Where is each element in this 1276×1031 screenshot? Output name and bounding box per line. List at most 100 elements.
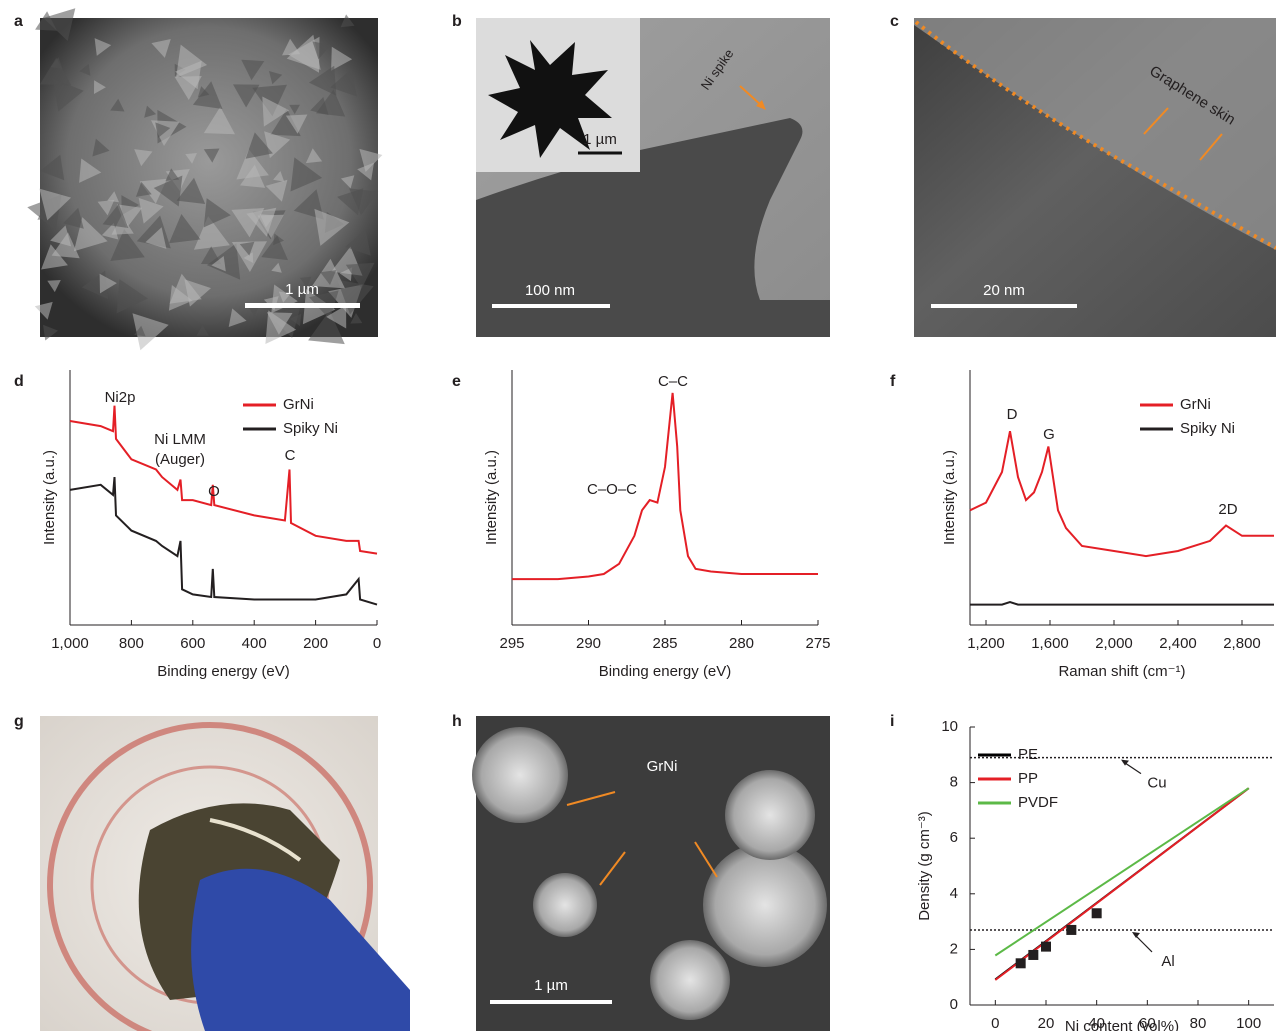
legend-label: PE xyxy=(1018,746,1038,763)
texture-flake xyxy=(259,214,275,228)
texture-flake xyxy=(51,232,80,259)
scale-bar xyxy=(245,303,360,308)
legend-label: PVDF xyxy=(1018,794,1058,811)
texture-flake xyxy=(236,149,269,180)
texture-flake xyxy=(176,177,206,204)
scale-bar xyxy=(490,1000,612,1004)
texture-flake xyxy=(305,148,323,164)
texture-flake xyxy=(155,122,171,139)
texture-flake xyxy=(139,178,167,204)
panel-label: d xyxy=(14,373,24,390)
texture-flake xyxy=(331,46,353,71)
texture-flake xyxy=(41,244,68,270)
texture-flake xyxy=(337,279,374,315)
texture-flake xyxy=(309,65,337,96)
glove xyxy=(191,868,410,1031)
texture-flake xyxy=(337,188,364,216)
x-tick-label: 295 xyxy=(499,635,524,652)
texture-flake xyxy=(265,179,288,202)
legend-label: GrNi xyxy=(283,396,314,413)
dotted-boundary xyxy=(914,20,1276,250)
texture-flake xyxy=(94,80,106,94)
texture-flake xyxy=(310,97,329,115)
texture-flake xyxy=(340,175,355,189)
texture-flake xyxy=(43,8,76,42)
panel-label: g xyxy=(14,713,24,730)
texture-flake xyxy=(357,162,374,181)
reference-label: Cu xyxy=(1147,775,1166,792)
y-tick-label: 6 xyxy=(950,829,958,846)
texture-flake xyxy=(288,36,320,73)
texture-flake xyxy=(145,227,167,249)
arrow-head xyxy=(1132,931,1140,938)
y-tick-label: 0 xyxy=(950,996,958,1013)
spiky-particle xyxy=(488,40,612,158)
x-tick-label: 1,600 xyxy=(1031,635,1069,652)
annotation: (Auger) xyxy=(155,451,205,468)
particle xyxy=(533,873,597,937)
x-tick-label: 0 xyxy=(991,1015,999,1031)
scale-bar-label: 20 nm xyxy=(983,282,1025,299)
texture-flake xyxy=(330,68,357,97)
texture-flake xyxy=(231,208,265,238)
texture-flake xyxy=(245,132,273,159)
x-tick-label: 1,000 xyxy=(51,635,89,652)
texture-flake xyxy=(289,104,300,115)
annotation: C–C xyxy=(658,373,688,390)
texture xyxy=(27,8,383,351)
data-point xyxy=(1028,949,1039,960)
y-axis-label: Intensity (a.u.) xyxy=(941,450,958,545)
texture-flake xyxy=(248,306,259,316)
texture-flake xyxy=(39,188,72,221)
annotation: GrNi xyxy=(647,758,678,775)
texture-flake xyxy=(193,216,230,250)
film-reflection xyxy=(209,818,302,862)
texture-flake xyxy=(79,63,91,76)
texture-flake xyxy=(240,164,266,188)
annotation: G xyxy=(1043,426,1055,443)
texture-flake xyxy=(185,153,197,164)
legend-label: Spiky Ni xyxy=(1180,420,1235,437)
texture-flake xyxy=(63,207,84,229)
panel-label: e xyxy=(452,373,461,390)
arrow xyxy=(694,841,718,878)
texture-flake xyxy=(107,191,119,203)
texture-flake xyxy=(79,158,102,183)
texture-flake xyxy=(43,324,58,341)
x-axis-label: Ni content (vol%) xyxy=(1065,1018,1179,1031)
panel-label: h xyxy=(452,713,462,730)
texture-flake xyxy=(345,229,371,256)
y-axis-label: Intensity (a.u.) xyxy=(483,450,500,545)
x-axis-label: Binding energy (eV) xyxy=(157,663,290,680)
data-point xyxy=(1066,924,1077,935)
line-series xyxy=(994,787,1250,981)
texture-flake xyxy=(308,310,345,345)
x-tick-label: 20 xyxy=(1038,1015,1055,1031)
texture-flake xyxy=(40,154,65,181)
texture-flake xyxy=(203,198,231,228)
texture-flake xyxy=(165,168,180,181)
texture-flake xyxy=(289,313,302,327)
annotation: 2D xyxy=(1218,501,1237,518)
line-series xyxy=(69,405,378,555)
x-tick-label: 60 xyxy=(1139,1015,1156,1031)
x-tick-label: 290 xyxy=(576,635,601,652)
y-axis-label: Density (g cm⁻³) xyxy=(916,811,933,921)
texture-flake xyxy=(134,325,146,337)
texture-flake xyxy=(262,96,290,127)
texture-flake xyxy=(203,106,235,135)
arrow xyxy=(1199,133,1223,161)
seal xyxy=(47,722,373,1031)
texture-flake xyxy=(132,313,169,351)
ni-spike xyxy=(476,118,830,337)
line-series xyxy=(970,600,1274,606)
legend-label: PP xyxy=(1018,770,1038,787)
texture-flake xyxy=(241,59,265,81)
texture-flake xyxy=(35,11,57,31)
y-tick-label: 10 xyxy=(941,718,958,735)
texture-flake xyxy=(92,138,110,157)
x-tick-label: 100 xyxy=(1236,1015,1261,1031)
texture-flake xyxy=(271,262,282,273)
texture-flake xyxy=(211,256,226,272)
